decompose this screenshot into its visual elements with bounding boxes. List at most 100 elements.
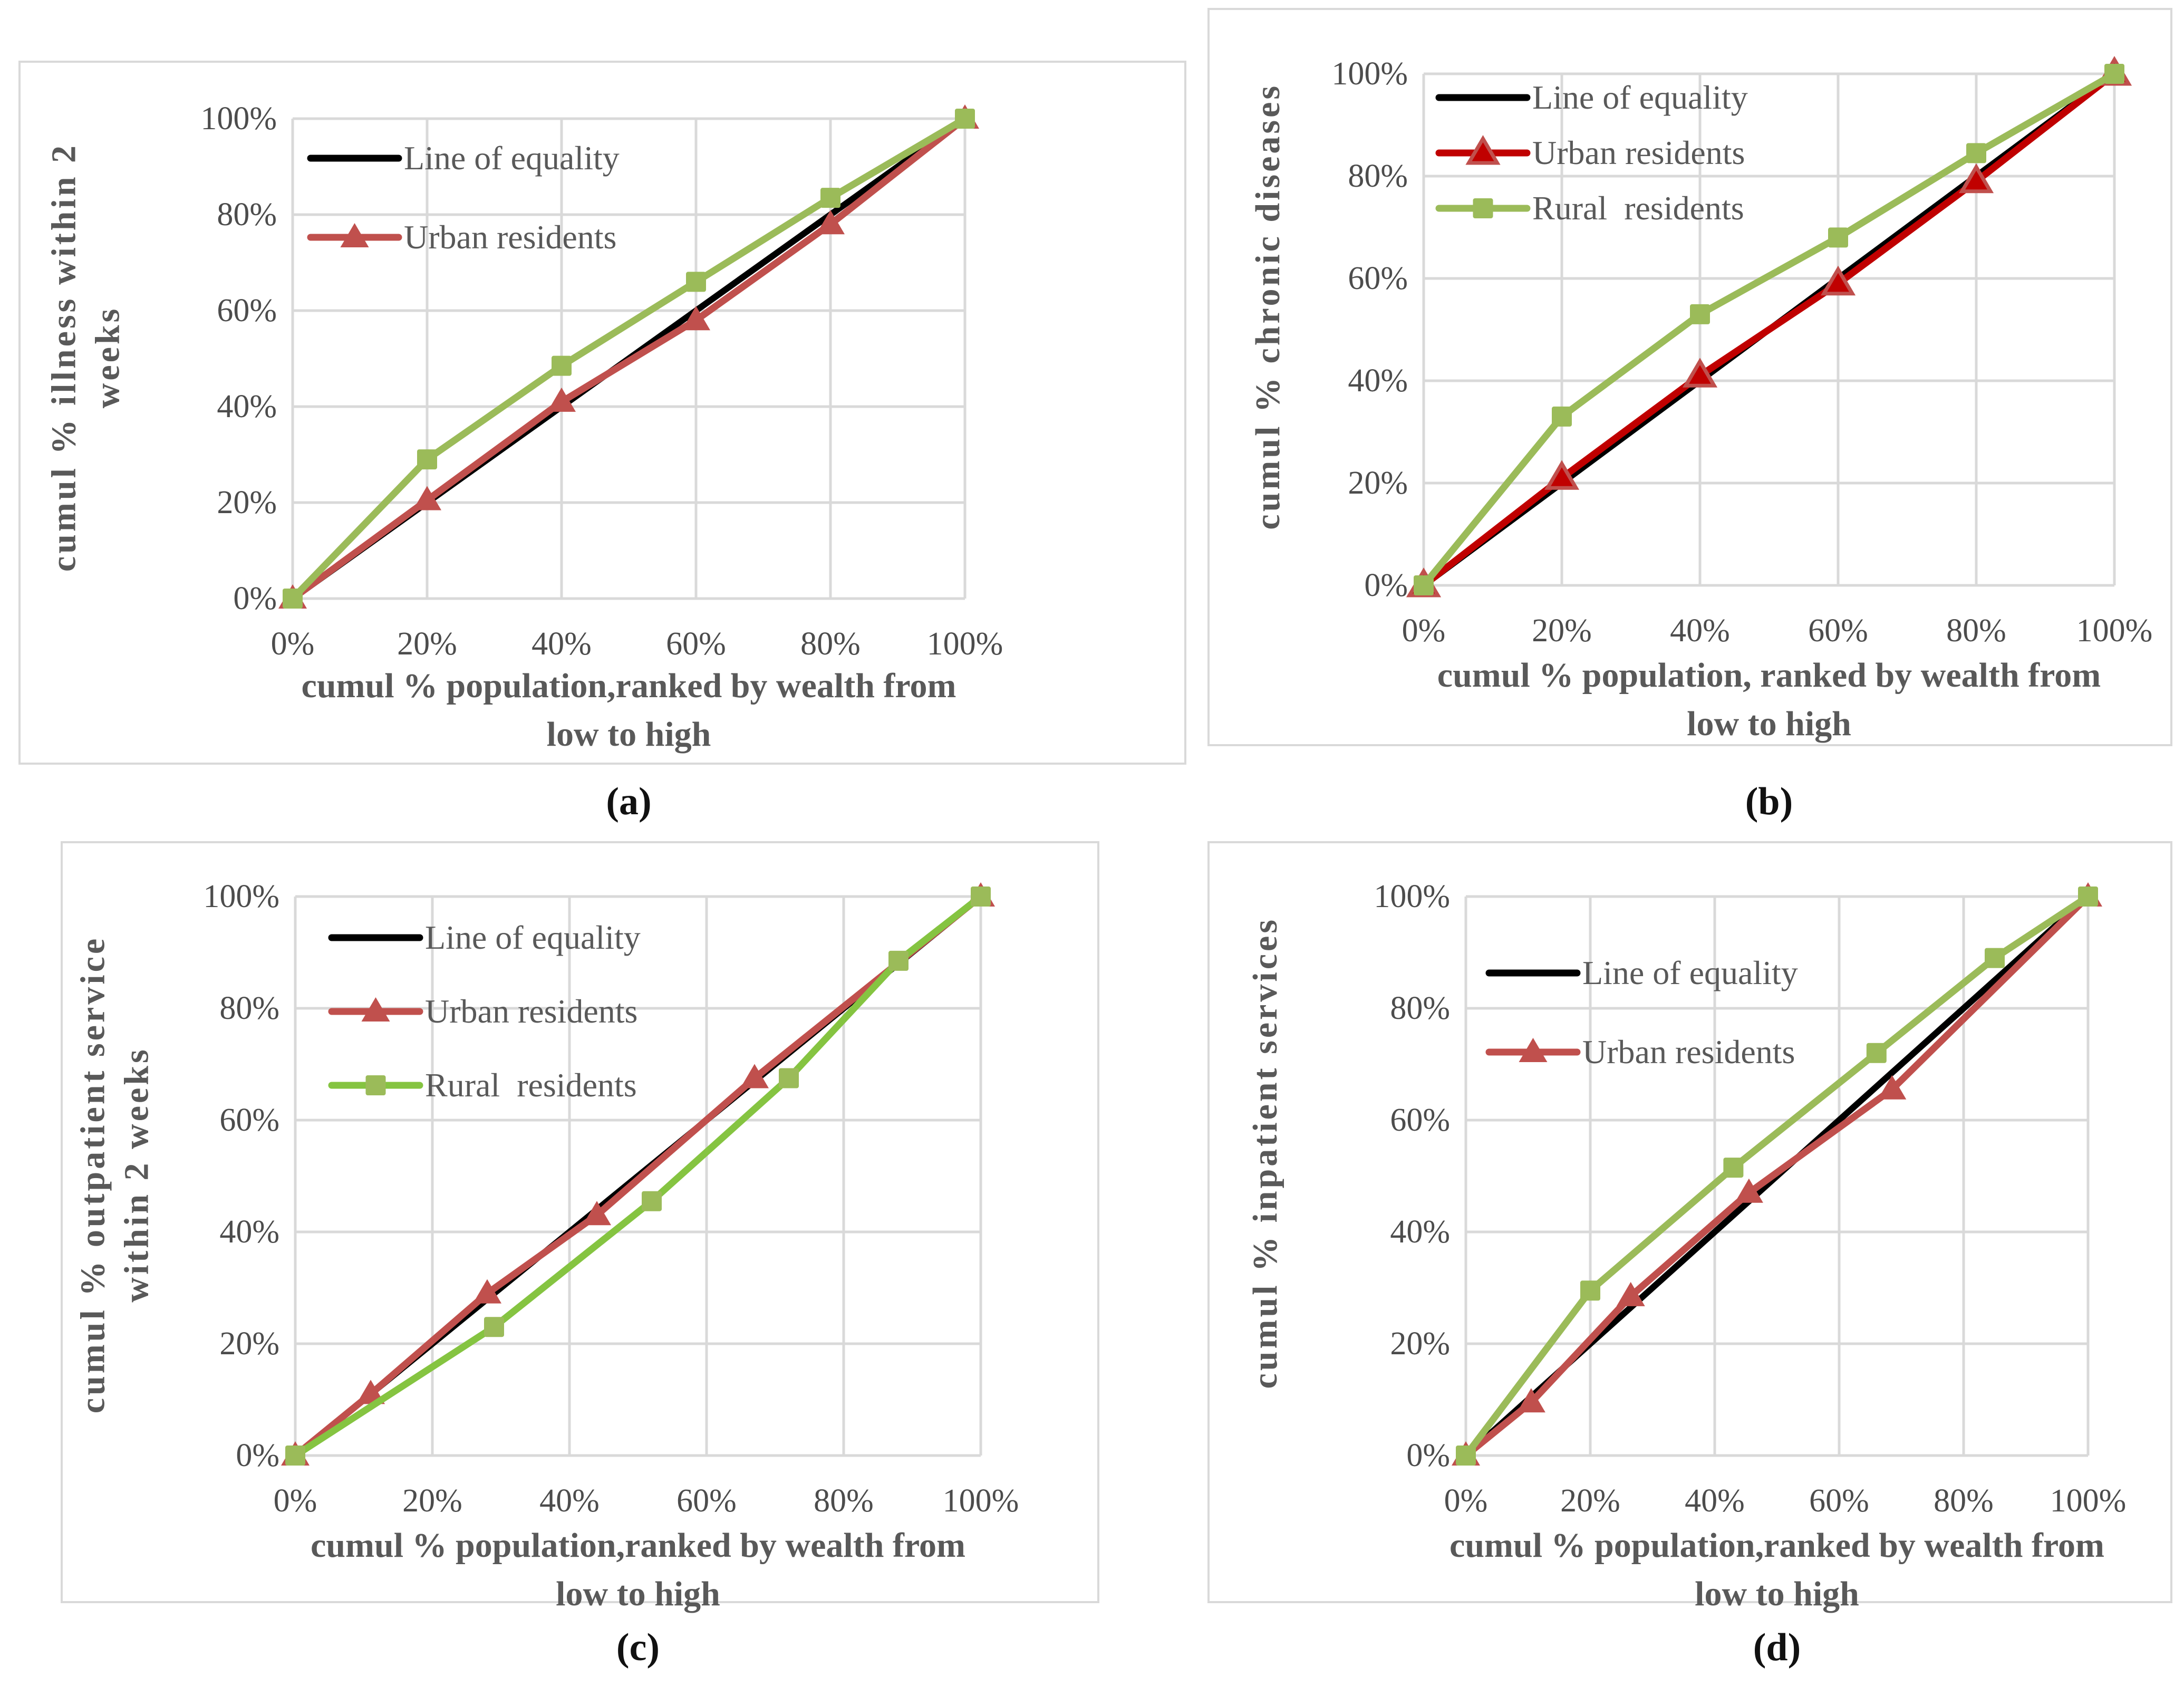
panel-d-y-tick-20: 20% (1390, 1326, 1450, 1362)
panel-d-y-tick-0: 0% (1406, 1438, 1450, 1473)
panel-d-y-tick-40: 40% (1390, 1214, 1450, 1250)
line-of-equality-legend-swatch-icon (328, 934, 423, 941)
panel-b-x-tick-40: 40% (1670, 613, 1730, 649)
series-rural-residents (283, 109, 975, 609)
panel-c-y-tick-0: 0% (236, 1438, 279, 1473)
panel-a-y-tick-20: 20% (217, 485, 277, 521)
urban-residents-legend-swatch-icon (328, 997, 423, 1022)
panel-d-y-tick-100: 100% (1374, 879, 1450, 914)
rural-residents-legend-label: Rural residents (1532, 189, 1744, 227)
urban-residents-legend-swatch-icon (1435, 135, 1531, 165)
panel-d-y-tick-60: 60% (1390, 1102, 1450, 1138)
panel-b-legend-item-urban-residents: Urban residents (1435, 132, 1745, 174)
panel-d-legend-item-urban-residents: Urban residents (1485, 1031, 1795, 1073)
panel-a-x-axis-title: cumul % population,ranked by wealth from… (301, 667, 956, 754)
urban-residents-legend-label: Urban residents (1532, 134, 1745, 171)
panel-b-y-tick-80: 80% (1348, 158, 1408, 194)
panel-c-legend-item-urban-residents: Urban residents (328, 990, 638, 1033)
panel-c-caption: (c) (616, 1626, 660, 1669)
panel-d-x-tick-0: 0% (1444, 1483, 1488, 1519)
rural-residents-legend-swatch-icon (1435, 198, 1531, 218)
panel-b-legend-item-rural-residents: Rural residents (1435, 187, 1744, 229)
panel-d-x-tick-20: 20% (1560, 1483, 1620, 1519)
panel-b-x-tick-60: 60% (1808, 613, 1868, 649)
panel-d-x-tick-60: 60% (1809, 1483, 1869, 1519)
panel-c-x-tick-20: 20% (402, 1483, 462, 1519)
panel-d-gridlines (1464, 895, 2090, 1457)
panel-c-y-tick-20: 20% (219, 1326, 279, 1362)
panel-b-x-axis-title: cumul % population, ranked by wealth fro… (1437, 656, 2101, 744)
panel-c-x-tick-80: 80% (814, 1483, 874, 1519)
panel-b-y-tick-0: 0% (1364, 567, 1408, 603)
panel-b-caption: (b) (1745, 780, 1793, 823)
series-rural-residents (285, 886, 991, 1466)
panel-a-x-tick-0: 0% (270, 626, 315, 662)
panel-c-y-tick-80: 80% (219, 990, 279, 1026)
panel-d-x-axis-title: cumul % population,ranked by wealth from… (1449, 1526, 2104, 1614)
panel-c-gridlines (294, 895, 982, 1457)
line-of-equality-legend-label: Line of equality (404, 139, 620, 177)
urban-residents-legend-label: Urban residents (404, 218, 617, 256)
panel-a-gridlines (291, 117, 967, 600)
rural-residents-legend-label: Rural residents (425, 1066, 637, 1104)
panel-b-legend-item-line-of-equality: Line of equality (1435, 76, 1748, 119)
panel-b-x-tick-80: 80% (1946, 613, 2006, 649)
rural-residents-legend-swatch-icon (328, 1075, 423, 1095)
series-rural-residents (1456, 886, 2098, 1466)
panel-d-y-tick-80: 80% (1390, 990, 1450, 1026)
panel-d-x-tick-80: 80% (1934, 1483, 1994, 1519)
line-of-equality-legend-label: Line of equality (1532, 79, 1748, 116)
panel-b-plot-area (1406, 56, 2132, 598)
line-of-equality-legend-swatch-icon (1435, 94, 1531, 101)
panel-a-x-tick-40: 40% (531, 626, 592, 662)
panel-c-legend-item-line-of-equality: Line of equality (328, 917, 641, 959)
panel-a-legend-item-urban-residents: Urban residents (307, 216, 617, 258)
panel-a-y-tick-100: 100% (200, 101, 277, 137)
panel-c-x-tick-100: 100% (942, 1483, 1019, 1519)
line-of-equality-legend-swatch-icon (307, 155, 402, 162)
urban-residents-legend-label: Urban residents (425, 992, 638, 1030)
urban-residents-legend-swatch-icon (307, 223, 402, 247)
panel-d-legend-item-line-of-equality: Line of equality (1485, 952, 1798, 994)
panel-a-x-tick-100: 100% (926, 626, 1003, 662)
panel-c-plot-area (281, 882, 995, 1466)
panel-b-y-tick-60: 60% (1348, 261, 1408, 296)
panel-b-x-tick-0: 0% (1402, 613, 1446, 649)
panel-a-x-tick-60: 60% (666, 626, 726, 662)
panel-c-y-tick-100: 100% (203, 879, 279, 914)
panel-b-y-tick-100: 100% (1331, 56, 1408, 92)
urban-residents-legend-swatch-icon (1485, 1038, 1581, 1062)
panel-c-y-tick-60: 60% (219, 1102, 279, 1138)
panel-a-y-tick-0: 0% (233, 581, 277, 616)
panel-b-x-tick-100: 100% (2076, 613, 2153, 649)
panel-a-y-tick-60: 60% (217, 293, 277, 329)
panel-a-y-tick-80: 80% (217, 197, 277, 233)
panel-c-x-tick-40: 40% (539, 1483, 600, 1519)
panel-b-gridlines (1422, 72, 2116, 587)
line-of-equality-legend-label: Line of equality (425, 919, 641, 956)
panel-a-box (18, 61, 1186, 765)
panel-c-y-tick-40: 40% (219, 1214, 279, 1250)
panel-d-x-tick-40: 40% (1685, 1483, 1745, 1519)
panel-c-x-axis-title: cumul % population,ranked by wealth from… (311, 1526, 965, 1614)
panel-b-x-tick-20: 20% (1532, 613, 1592, 649)
panel-d-plot-area (1452, 882, 2102, 1466)
panel-b-y-tick-20: 20% (1348, 465, 1408, 501)
panel-a-plot-area (278, 104, 979, 609)
panel-a-y-tick-40: 40% (217, 389, 277, 425)
series-rural-residents (1414, 64, 2124, 595)
panel-a-legend-item-line-of-equality: Line of equality (307, 137, 620, 179)
line-of-equality-legend-label: Line of equality (1582, 954, 1798, 991)
line-of-equality-legend-swatch-icon (1485, 969, 1581, 977)
panel-b-y-tick-40: 40% (1348, 363, 1408, 399)
panel-a-x-tick-20: 20% (397, 626, 457, 662)
panel-c-x-tick-0: 0% (273, 1483, 317, 1519)
panel-c-legend-item-rural-residents: Rural residents (328, 1064, 637, 1106)
panel-d-caption: (d) (1753, 1626, 1801, 1669)
panel-a-x-tick-80: 80% (800, 626, 861, 662)
panel-d-x-tick-100: 100% (2050, 1483, 2127, 1519)
urban-residents-legend-label: Urban residents (1582, 1033, 1795, 1071)
panel-a-caption: (a) (606, 780, 652, 823)
panel-c-x-tick-60: 60% (677, 1483, 737, 1519)
